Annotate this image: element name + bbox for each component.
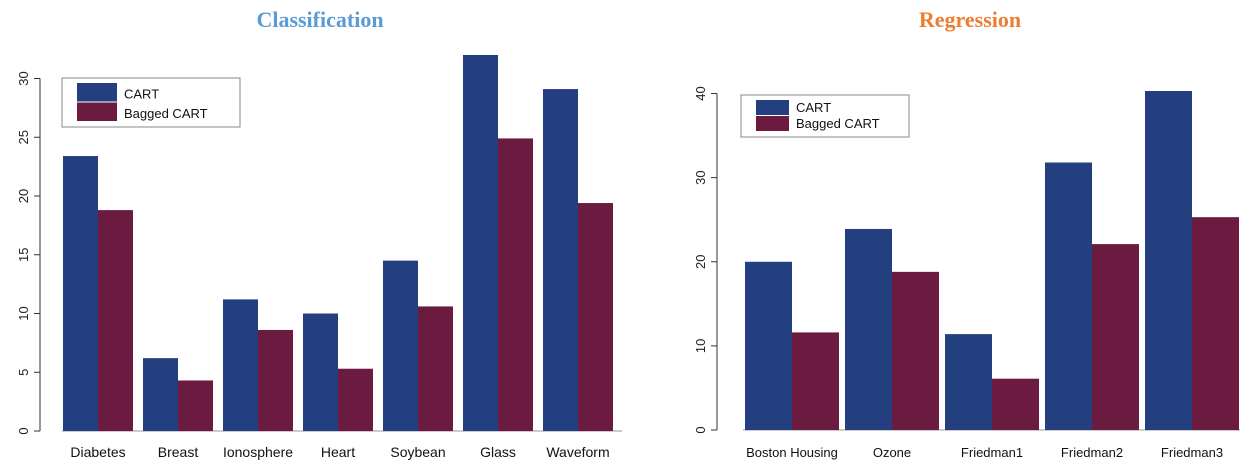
chart-title: Regression [919, 7, 1021, 32]
x-category-label: Heart [321, 444, 355, 460]
bar-cart-friedman2 [1045, 162, 1092, 431]
y-tick-label: 25 [16, 130, 31, 144]
legend-label: CART [796, 100, 831, 115]
legend: CART Bagged CART [61, 77, 241, 128]
legend-label: Bagged CART [796, 116, 880, 131]
x-category-label: Friedman1 [961, 445, 1023, 460]
legend-swatch [756, 100, 789, 115]
y-tick-label: 20 [16, 189, 31, 203]
x-category-label: Ionosphere [223, 444, 293, 460]
y-tick-label: 30 [16, 71, 31, 85]
y-tick-label: 30 [693, 170, 708, 184]
y-tick-label: 0 [16, 427, 31, 434]
y-tick-label: 0 [693, 426, 708, 433]
bar-cart-heart [303, 313, 338, 431]
bars [63, 55, 613, 432]
legend-label: CART [124, 87, 159, 102]
x-category-label: Boston Housing [746, 445, 838, 460]
bar-bagged-cart-boston-housing [792, 332, 839, 430]
bar-cart-ozone [845, 228, 892, 430]
bar-cart-diabetes [63, 156, 98, 432]
bar-cart-waveform [543, 89, 578, 431]
legend-swatch [77, 83, 117, 102]
x-category-label: Breast [158, 444, 199, 460]
bar-bagged-cart-diabetes [98, 210, 133, 431]
bar-cart-boston-housing [745, 261, 792, 430]
chart-title: Classification [256, 7, 383, 32]
y-axis: 0 5 10 15 20 25 30 [16, 71, 41, 435]
bar-bagged-cart-friedman1 [992, 378, 1039, 430]
bar-bagged-cart-breast [178, 380, 213, 431]
bar-bagged-cart-soybean [418, 306, 453, 431]
x-category-label: Friedman3 [1161, 445, 1223, 460]
bar-cart-breast [143, 358, 178, 431]
bar-cart-soybean [383, 260, 418, 431]
y-axis: 0 10 20 30 40 [693, 86, 718, 434]
legend-swatch [77, 102, 117, 121]
y-tick-label: 40 [693, 86, 708, 100]
bar-cart-glass [463, 55, 498, 431]
x-category-label: Glass [480, 444, 516, 460]
classification-chart: Classification 0 5 10 15 20 25 30 Diabetes Breast… [16, 7, 622, 460]
bar-bagged-cart-heart [338, 368, 373, 431]
bar-cart-friedman3 [1145, 91, 1192, 430]
bar-bagged-cart-ozone [892, 271, 939, 430]
bar-bagged-cart-ionosphere [258, 329, 293, 431]
legend-label: Bagged CART [124, 106, 208, 121]
y-tick-label: 10 [16, 306, 31, 320]
x-category-label: Waveform [546, 444, 609, 460]
regression-chart: Regression 0 10 20 30 40 Boston Housing Ozone Fr… [693, 7, 1240, 460]
x-category-label: Friedman2 [1061, 445, 1123, 460]
bar-bagged-cart-waveform [578, 203, 613, 431]
legend-swatch [756, 116, 789, 131]
y-tick-label: 10 [693, 339, 708, 353]
x-category-label: Ozone [873, 445, 911, 460]
bar-cart-friedman1 [945, 334, 992, 430]
x-category-label: Soybean [390, 444, 445, 460]
x-category-label: Diabetes [70, 444, 125, 460]
bar-bagged-cart-friedman3 [1192, 217, 1239, 430]
y-tick-label: 20 [693, 255, 708, 269]
bar-bagged-cart-friedman2 [1092, 244, 1139, 430]
y-tick-label: 5 [16, 369, 31, 376]
y-tick-label: 15 [16, 248, 31, 262]
bar-cart-ionosphere [223, 299, 258, 431]
bar-bagged-cart-glass [498, 138, 533, 432]
bars [745, 91, 1239, 431]
